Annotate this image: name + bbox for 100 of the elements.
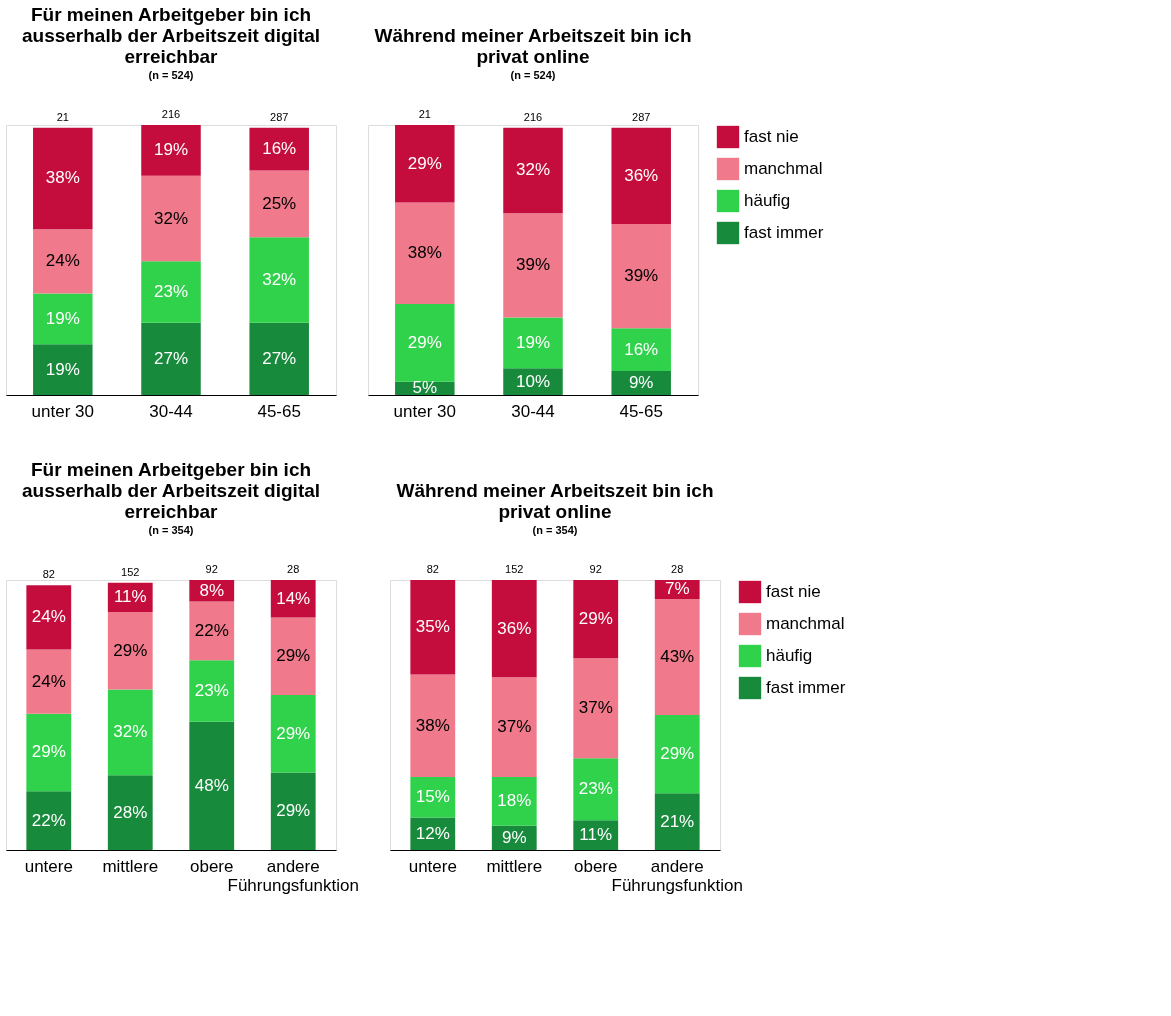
legend-label: fast nie xyxy=(766,582,821,601)
data-label: 24% xyxy=(31,671,66,691)
text: 152 xyxy=(505,563,524,575)
bar xyxy=(249,127,309,171)
text: 216 xyxy=(523,110,543,123)
bar xyxy=(107,689,153,776)
data-label: 24% xyxy=(45,251,80,271)
data-label: 9% xyxy=(501,827,527,847)
data-label: 9% xyxy=(628,372,654,392)
legend-label: fast nie xyxy=(744,127,799,146)
legend-label: häufig xyxy=(766,646,813,665)
data-label: 8% xyxy=(199,580,225,600)
legend-label: fast immer xyxy=(744,223,824,242)
data-label: 39% xyxy=(515,255,551,275)
data-label: 10% xyxy=(515,371,551,391)
data-label: 18% xyxy=(497,791,532,811)
bar xyxy=(26,713,72,792)
data-label: 38% xyxy=(45,168,80,188)
legend-label: manchmal xyxy=(766,614,845,633)
text: 21 xyxy=(418,108,431,120)
legend-label: manchmal xyxy=(744,159,823,178)
bar xyxy=(395,202,455,305)
bar xyxy=(107,775,153,850)
bar xyxy=(33,127,93,230)
bar xyxy=(270,694,316,773)
chart-title: Während meiner Arbeitszeit bin ich privat online xyxy=(396,480,714,522)
bar xyxy=(573,580,619,659)
bar xyxy=(33,344,93,395)
chart-title: Für meinen Arbeitgeber bin ich ausserhalb der Arbeitszeit digital erreichbar xyxy=(21,459,321,522)
x-tick-label: mittlere xyxy=(486,856,543,876)
bar xyxy=(33,293,93,345)
bar xyxy=(611,127,671,224)
bar xyxy=(189,660,235,722)
bar xyxy=(573,658,619,759)
data-label: 22% xyxy=(31,810,66,830)
data-label: 29% xyxy=(276,723,311,743)
data-label: 37% xyxy=(578,698,613,718)
data-label: 19% xyxy=(45,359,80,379)
data-label: 24% xyxy=(31,607,66,627)
bar xyxy=(249,237,309,323)
legend-label: fast immer xyxy=(766,678,846,697)
data-label: 29% xyxy=(31,742,66,762)
data-label: 36% xyxy=(497,618,532,638)
data-label: 27% xyxy=(153,348,189,368)
bar xyxy=(573,758,619,821)
data-label: 22% xyxy=(194,620,229,640)
data-label: 29% xyxy=(660,744,695,764)
chart-subtitle: (n = 524) xyxy=(148,69,194,81)
bar xyxy=(249,322,309,395)
text: 82 xyxy=(426,563,439,575)
data-label: 28% xyxy=(113,802,148,822)
bar xyxy=(249,170,309,238)
text: 152 xyxy=(121,565,140,578)
data-label: 29% xyxy=(113,640,148,660)
chart-subtitle: (n = 524) xyxy=(510,69,556,81)
bar xyxy=(410,674,456,778)
bar xyxy=(395,125,455,203)
bar xyxy=(611,328,671,371)
text: 287 xyxy=(270,110,289,123)
data-label: 32% xyxy=(113,722,148,742)
bar xyxy=(503,213,563,318)
bar xyxy=(491,580,537,678)
text: 216 xyxy=(161,108,181,120)
data-label: 16% xyxy=(262,139,297,159)
x-tick-label: untere xyxy=(408,856,457,876)
chart-title: Für meinen Arbeitgeber bin ich ausserhalb der Arbeitszeit digital erreichbar xyxy=(21,4,321,67)
data-label: 7% xyxy=(664,579,690,599)
x-tick-label: unter 30 xyxy=(393,401,456,421)
bar xyxy=(395,304,455,382)
bar xyxy=(107,612,153,690)
text: 92 xyxy=(589,563,602,575)
data-label: 5% xyxy=(412,378,438,398)
bar xyxy=(26,585,72,650)
data-label: 48% xyxy=(194,775,229,795)
bar xyxy=(141,322,201,395)
bar xyxy=(26,791,72,850)
data-label: 38% xyxy=(415,715,450,735)
x-tick-label: obere xyxy=(574,856,618,876)
bar xyxy=(611,223,671,329)
data-label: 25% xyxy=(262,193,297,213)
data-label: 29% xyxy=(407,153,442,173)
bar xyxy=(654,793,700,850)
data-label: 11% xyxy=(579,825,613,845)
data-label: 11% xyxy=(113,587,147,607)
data-label: 12% xyxy=(415,823,450,843)
legend-label: häufig xyxy=(744,191,791,210)
data-label: 15% xyxy=(415,787,450,807)
bar xyxy=(189,601,235,661)
data-label: 32% xyxy=(153,208,189,228)
data-label: 36% xyxy=(624,165,659,185)
x-tick-label: unter 30 xyxy=(31,401,94,421)
data-label: 32% xyxy=(262,270,297,290)
data-label: 29% xyxy=(578,609,613,629)
x-tick-label: obere xyxy=(190,856,234,876)
bar xyxy=(503,127,563,214)
data-label: 27% xyxy=(262,348,297,368)
x-tick-label: 45-65 xyxy=(257,401,301,421)
bar xyxy=(654,715,700,794)
data-label: 16% xyxy=(624,339,659,359)
bar xyxy=(270,772,316,850)
